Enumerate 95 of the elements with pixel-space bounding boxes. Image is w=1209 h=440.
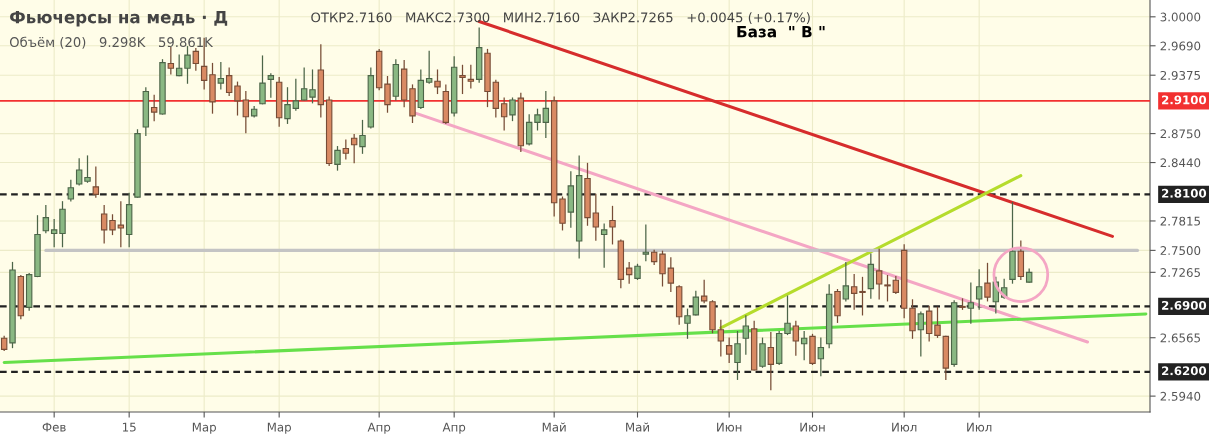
candlestick: [859, 276, 866, 316]
x-tick-label: Июл: [967, 422, 992, 432]
candlestick: [234, 81, 241, 116]
x-tick-label: Мар: [267, 422, 291, 434]
x-tick-label: Июл: [892, 422, 917, 432]
candlestick: [242, 90, 250, 134]
candlestick: [909, 299, 916, 339]
candlestick: [84, 155, 91, 183]
candlestick: [109, 214, 116, 236]
candlestick: [600, 223, 608, 268]
candlestick: [525, 114, 533, 146]
candlestick: [92, 166, 100, 198]
candlestick: [659, 250, 666, 287]
candlestick: [917, 311, 925, 357]
candlestick: [284, 87, 291, 124]
candlestick: [150, 94, 158, 122]
candlestick: [50, 218, 58, 248]
candlestick: [42, 204, 50, 234]
candlestick: [842, 261, 850, 302]
candlestick: [434, 69, 441, 95]
x-tick-label: Июн: [717, 422, 742, 432]
candlestick: [300, 67, 308, 101]
candlestick: [459, 64, 466, 95]
candlestick: [734, 331, 741, 380]
candlestick: [292, 78, 300, 111]
candlestick: [725, 337, 733, 364]
candlestick: [259, 55, 266, 105]
candlestick: [334, 146, 341, 171]
candlestick: [817, 337, 825, 377]
candlestick: [692, 290, 700, 316]
candlestick: [625, 261, 633, 284]
x-tick-label: Июн: [800, 422, 825, 432]
x-tick-label: Май: [542, 422, 566, 432]
candlestick: [500, 97, 508, 131]
ref-line-label: 2.8100: [1162, 188, 1207, 198]
ref-line-label: 2.6900: [1162, 300, 1207, 310]
annotation: База " В ": [737, 26, 825, 38]
x-tick-label: 15: [122, 422, 136, 432]
candlestick: [384, 75, 391, 113]
candlestick: [67, 179, 75, 202]
y-tick-label: 2.6565: [1160, 333, 1200, 343]
candlestick: [225, 67, 233, 96]
ref-line-label: 2.9100: [1162, 95, 1207, 105]
candlestick: [542, 90, 550, 138]
y-tick-label: 2.7815: [1160, 216, 1200, 226]
y-tick-label: 2.9690: [1160, 41, 1201, 51]
candlestick: [609, 205, 616, 245]
candlestick: [359, 119, 366, 154]
x-tick-label: Апр: [367, 422, 391, 434]
candlestick: [667, 257, 675, 293]
candlestick: [342, 139, 350, 160]
candlestick: [167, 47, 175, 75]
candlestick: [759, 337, 766, 368]
candlestick: [217, 61, 225, 90]
candlestick: [425, 50, 433, 84]
candlestick: [884, 274, 891, 302]
candlestick: [642, 224, 650, 262]
candlestick: [767, 331, 775, 391]
candlestick: [75, 158, 83, 186]
candlestick: [925, 305, 933, 342]
y-tick-label: 2.7500: [1160, 246, 1201, 256]
candlestick: [875, 248, 883, 300]
x-tick-label: Апр: [442, 422, 466, 434]
candlestick: [100, 204, 108, 244]
candlestick: [967, 282, 975, 324]
candlestick: [534, 108, 541, 131]
candlestick: [684, 308, 691, 339]
x-tick-label: Май: [626, 422, 649, 432]
candlestick: [467, 64, 475, 89]
candlestick: [742, 315, 750, 355]
y-tick-label: 3.0000: [1160, 12, 1201, 22]
candlestick: [934, 306, 941, 338]
candlestick: [184, 46, 191, 84]
y-tick-label: 2.5940: [1160, 391, 1201, 401]
candlestick: [192, 47, 200, 71]
y-tick-label: 2.8440: [1160, 158, 1201, 168]
candlestick: [267, 73, 275, 98]
candlestick: [309, 69, 316, 104]
candlestick: [784, 295, 791, 336]
candlestick: [850, 274, 858, 310]
candlestick: [592, 193, 600, 241]
x-tick-label: Мар: [192, 422, 216, 434]
x-tick-label: Фев: [42, 422, 66, 432]
text: Фьючерсы на медь · Д: [10, 10, 228, 27]
y-tick-label: 2.7265: [1160, 268, 1200, 277]
candlestick: [975, 269, 983, 310]
candlestick: [792, 320, 800, 356]
candlestick: [984, 262, 991, 302]
candlestick: [717, 319, 725, 357]
candlestick: [509, 97, 516, 122]
ref-line-label: 2.6200: [1162, 366, 1207, 376]
y-tick-label: 2.8750: [1160, 129, 1201, 139]
candlestick: [117, 201, 125, 248]
y-tick-label: 2.9375: [1160, 70, 1200, 80]
text: ОТКР2.7160 МАКС2.7300 МИН2.7160 ЗАКР2.7265 +0.0045 (+0.17%): [311, 12, 810, 24]
